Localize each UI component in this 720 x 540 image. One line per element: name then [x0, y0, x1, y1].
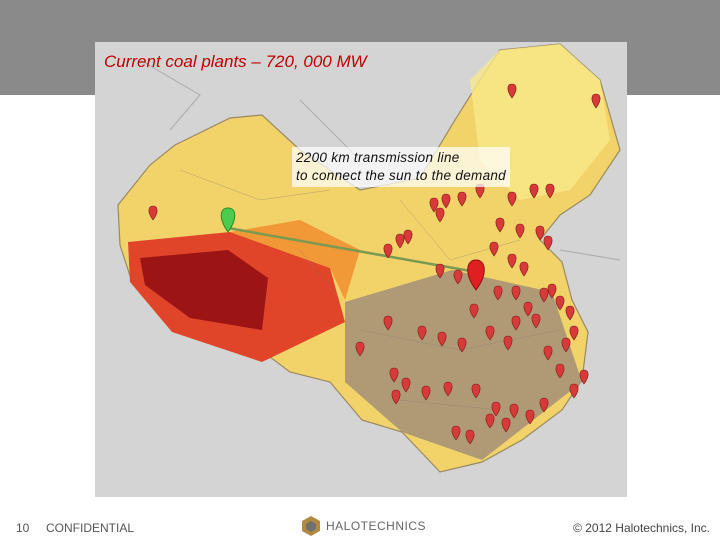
coal-plant-pin [383, 315, 393, 331]
province-lines [179, 169, 561, 411]
coal-plant-pin [453, 269, 463, 285]
annotation: 2200 km transmission line to connect the… [292, 147, 510, 187]
logo-icon [302, 516, 320, 536]
coal-plant-pin [501, 417, 511, 433]
coal-plant-pin [491, 401, 501, 417]
coal-plant-pin [403, 229, 413, 245]
coal-plant-pin [547, 283, 557, 299]
coal-plant-pin [569, 383, 579, 399]
slide-title: Current coal plants – 720, 000 MW [104, 52, 367, 71]
coal-plant-pin [355, 341, 365, 357]
coal-plant-pin [535, 225, 545, 241]
coal-plant-pin [507, 191, 517, 207]
coal-plant-pin [469, 303, 479, 319]
logo: HALOTECHNICS [300, 515, 426, 537]
coal-plant-pin [443, 381, 453, 397]
coal-plant-pin [485, 325, 495, 341]
coal-plant-pin [395, 233, 405, 249]
coal-plant-pin [389, 367, 399, 383]
coal-plant-pin [457, 337, 467, 353]
annotation-line: to connect the sun to the demand [296, 168, 506, 183]
coal-plant-pin [441, 193, 451, 209]
coal-plant-pin [561, 337, 571, 353]
coal-plant-pin [569, 325, 579, 341]
coal-plant-pin [495, 217, 505, 233]
solar-very-high [140, 250, 268, 330]
coal-plant-pin [539, 397, 549, 413]
coal-plant-pin [485, 413, 495, 429]
coal-plant-pin [511, 285, 521, 301]
coal-plant-pin [421, 385, 431, 401]
coal-plant-pin [543, 345, 553, 361]
coal-plant-pin [493, 285, 503, 301]
coal-plant-pin [511, 315, 521, 331]
coal-plant-pin [471, 383, 481, 399]
coal-plant-pin [391, 389, 401, 405]
coal-plant-pin [529, 183, 539, 199]
coal-plant-pin [383, 243, 393, 259]
coal-plant-pin [451, 425, 461, 441]
coal-plant-pin [531, 313, 541, 329]
annotation-line: 2200 km transmission line [296, 150, 460, 165]
coal-plant-pin [515, 223, 525, 239]
coal-plant-pin [545, 183, 555, 199]
coal-plant-pin [591, 93, 601, 109]
page-number: 10 [16, 521, 30, 535]
coal-plant-pin [437, 331, 447, 347]
coal-plant-pin [401, 377, 411, 393]
demand-region [345, 270, 582, 460]
solar-site-pin [220, 207, 236, 233]
coal-plant-pin [507, 83, 517, 99]
coal-plant-pin [555, 363, 565, 379]
demand-pin [467, 259, 485, 291]
coal-plant-pin [507, 253, 517, 269]
coal-plant-pin [465, 429, 475, 445]
coal-plant-pin [519, 261, 529, 277]
coal-plant-pin [417, 325, 427, 341]
coal-plant-pin [565, 305, 575, 321]
map [95, 42, 627, 497]
coal-plant-pin [429, 197, 439, 213]
coal-plant-pin [503, 335, 513, 351]
confidential: CONFIDENTIAL [46, 521, 135, 535]
coal-plant-pin [579, 369, 589, 385]
coal-plant-pin [525, 409, 535, 425]
coal-plant-pin [148, 205, 158, 221]
coal-plant-pin [457, 191, 467, 207]
coal-plant-pin [435, 207, 445, 223]
copyright: © 2012 Halotechnics, Inc. [573, 521, 710, 535]
coal-plant-pin [435, 263, 445, 279]
coal-plant-pin [555, 295, 565, 311]
coal-plant-pin [523, 301, 533, 317]
transmission-line [227, 226, 477, 274]
coal-plant-pin [539, 287, 549, 303]
solar-medium [230, 220, 360, 300]
coal-plant-pin [489, 241, 499, 257]
coal-plant-pin [509, 403, 519, 419]
coal-plants [148, 83, 601, 445]
logo-text: HALOTECHNICS [326, 519, 427, 533]
coal-plant-pin [543, 235, 553, 251]
